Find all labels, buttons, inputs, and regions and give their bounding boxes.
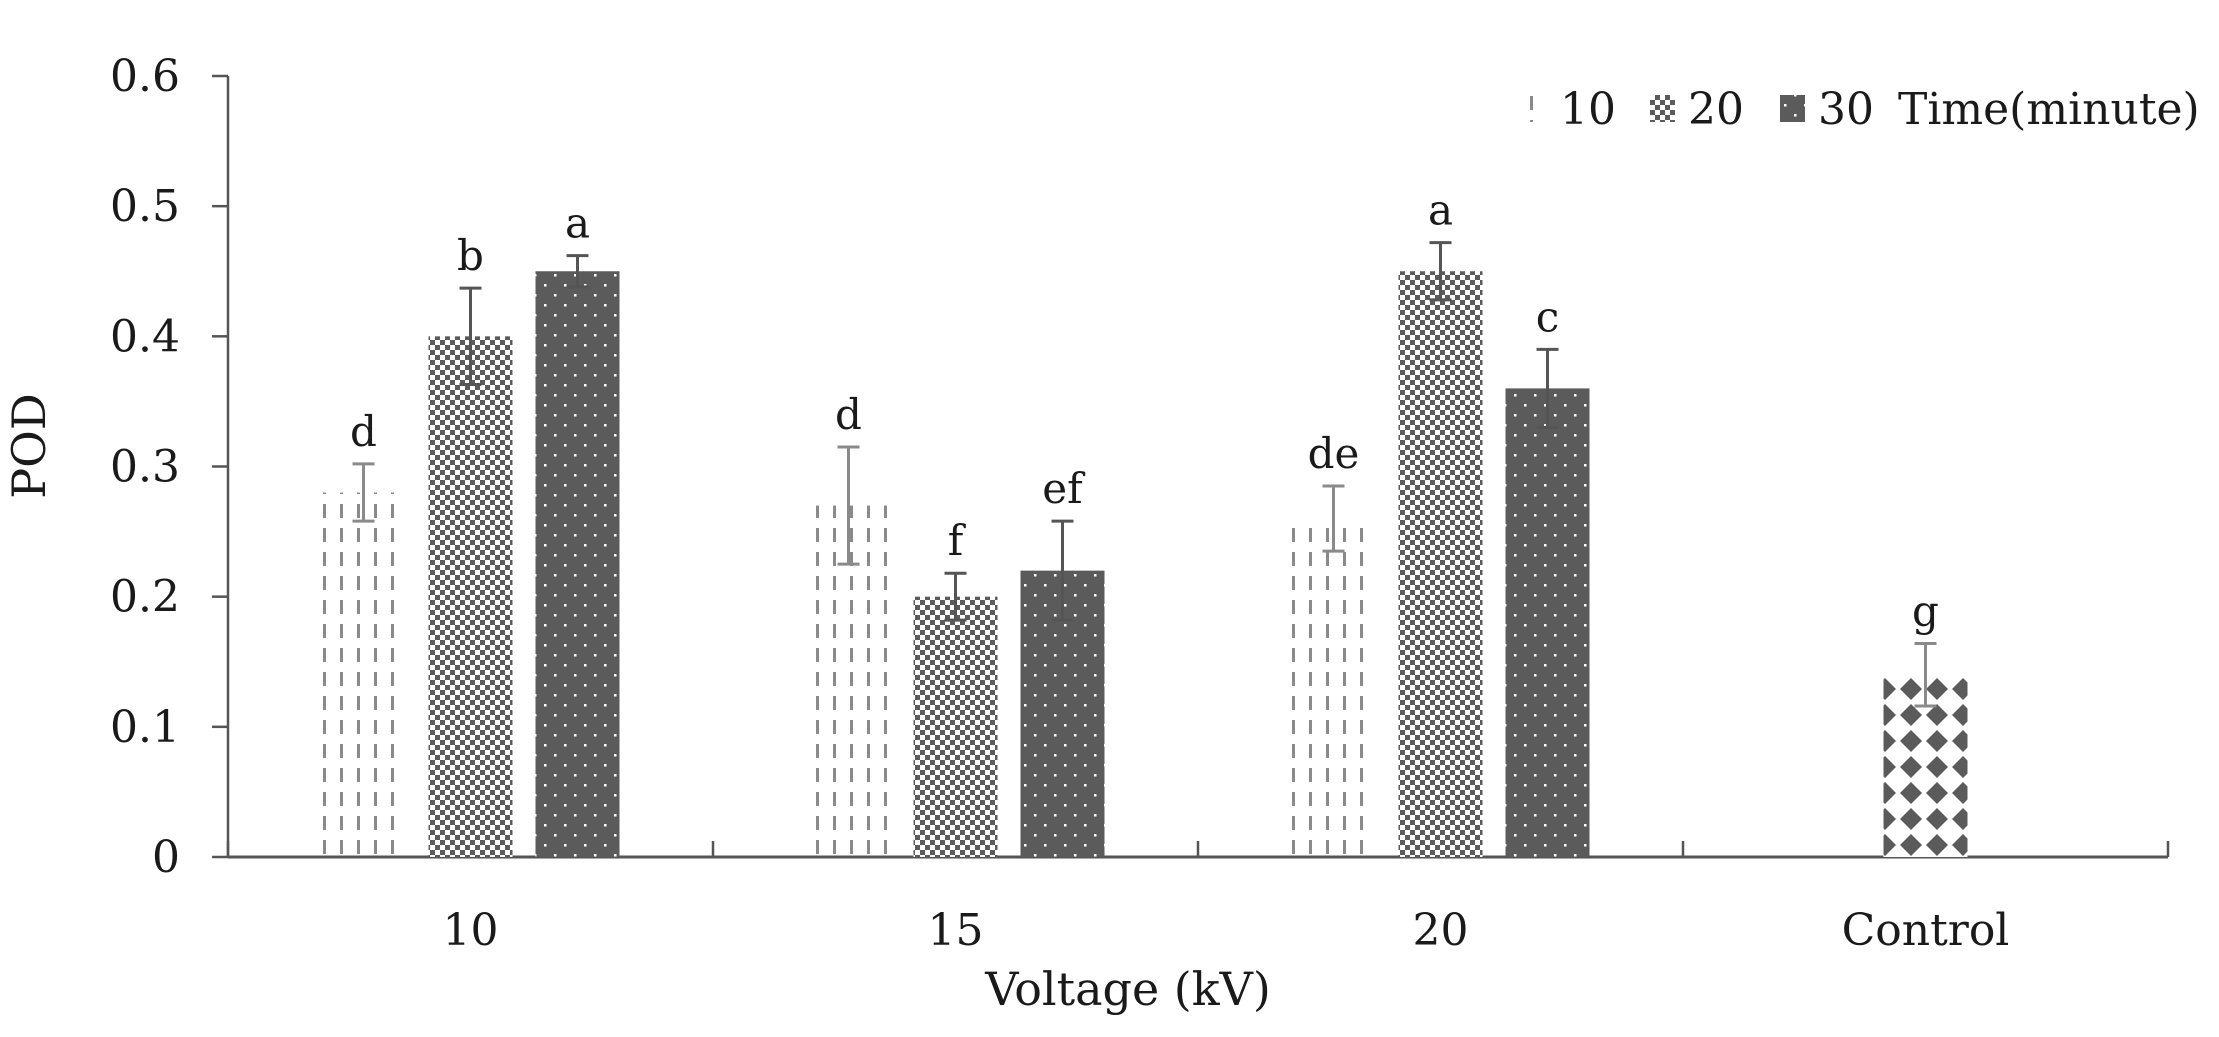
bar-series-20: [1398, 271, 1483, 857]
x-category-label: 10: [443, 905, 499, 956]
y-tick-label: 0.2: [110, 572, 180, 623]
significance-letter: de: [1308, 429, 1360, 478]
bars: [321, 271, 1968, 857]
significance-letter: d: [835, 390, 862, 439]
significance-letter: f: [948, 516, 967, 565]
x-category-label: 20: [1413, 905, 1469, 956]
y-axis-title: POD: [2, 393, 56, 499]
significance-letter: b: [457, 231, 484, 280]
bar-series-30: [535, 271, 620, 857]
bar-series-10: [1291, 518, 1376, 857]
error-bars: [352, 241, 1937, 708]
significance-letter: a: [1428, 186, 1453, 235]
y-tick-label: 0.3: [110, 442, 180, 493]
bar-series-10: [321, 492, 406, 857]
x-category-label: 15: [928, 905, 984, 956]
legend-label-20: 20: [1688, 84, 1744, 135]
bar-series-30: [1505, 388, 1590, 857]
y-tick-label: 0.1: [110, 702, 180, 753]
bar-series-20: [428, 336, 513, 857]
x-axis-title: Voltage (kV): [984, 962, 1271, 1016]
legend-swatch-20: [1650, 95, 1675, 122]
y-tick-label: 0: [152, 832, 180, 883]
significance-letters: d d de b f a a ef c g: [350, 186, 1939, 636]
x-category-label: Control: [1842, 905, 2010, 956]
x-ticks: 10 15 20 Control: [226, 841, 2170, 956]
y-tick-label: 0.4: [110, 311, 180, 362]
y-tick-label: 0.5: [110, 181, 180, 232]
significance-letter: c: [1536, 292, 1560, 341]
legend-title: Time(minute): [1898, 84, 2200, 135]
y-tick-label: 0.6: [110, 51, 180, 102]
legend: 10 20 30 Time(minute): [1522, 84, 2200, 135]
legend-swatch-10: [1522, 95, 1547, 122]
significance-letter: a: [565, 199, 590, 248]
legend-label-30: 30: [1818, 84, 1874, 135]
significance-letter: ef: [1042, 464, 1086, 513]
y-ticks: 0 0.1 0.2 0.3 0.4 0.5 0.6: [110, 51, 228, 883]
significance-letter: g: [1912, 587, 1939, 636]
bar-series-20: [913, 596, 998, 857]
significance-letter: d: [350, 407, 377, 456]
legend-swatch-30: [1780, 95, 1805, 122]
legend-label-10: 10: [1560, 84, 1616, 135]
